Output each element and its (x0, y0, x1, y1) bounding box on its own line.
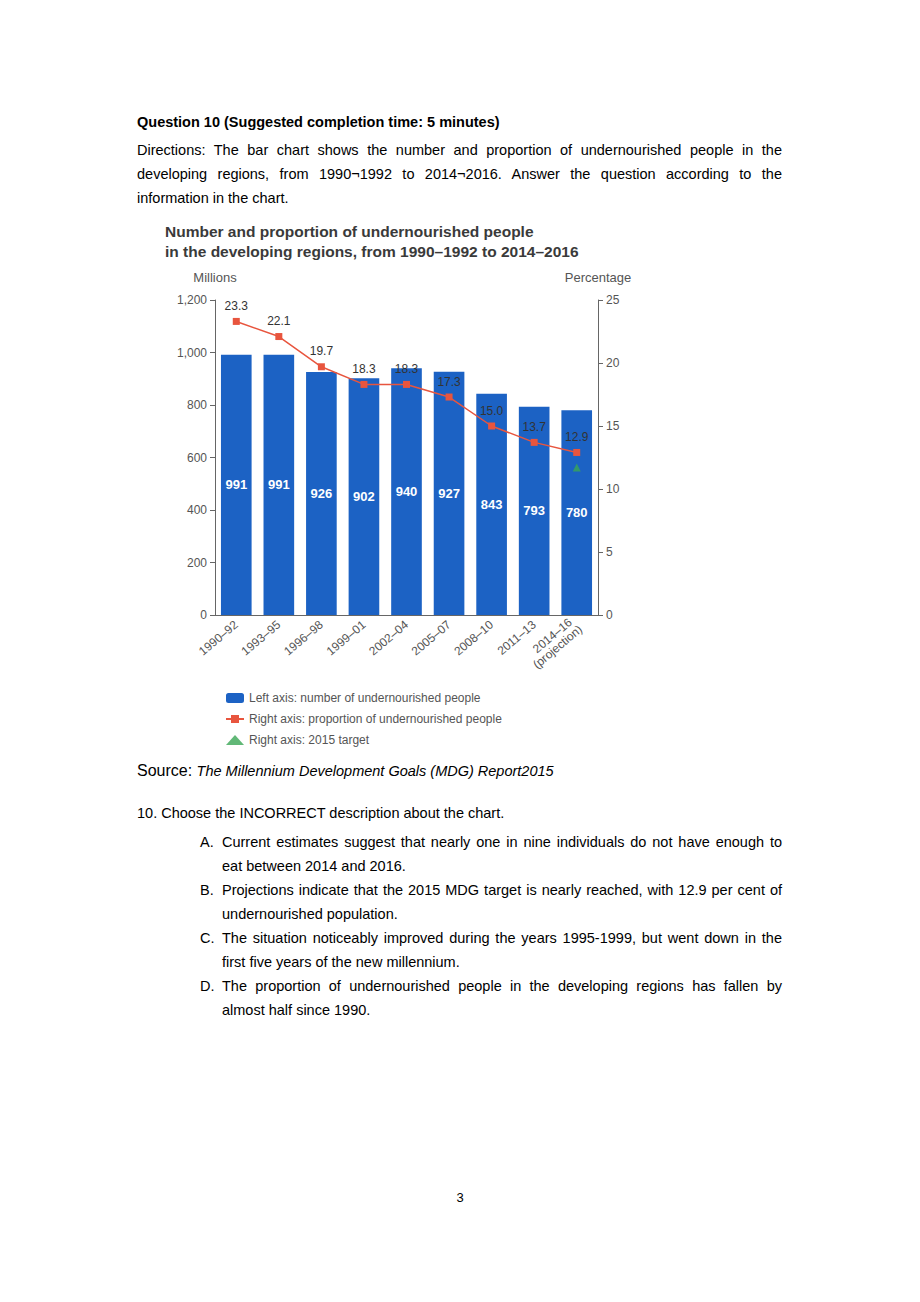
svg-text:1999–01: 1999–01 (324, 617, 369, 658)
svg-text:200: 200 (187, 556, 207, 570)
svg-text:1990–92: 1990–92 (196, 617, 241, 658)
svg-text:1,200: 1,200 (177, 293, 207, 307)
svg-text:Left axis: number of undernour: Left axis: number of undernourished peop… (249, 691, 481, 705)
svg-text:5: 5 (606, 545, 613, 559)
svg-text:15.0: 15.0 (480, 404, 504, 418)
svg-text:1,000: 1,000 (177, 346, 207, 360)
svg-text:Right axis: 2015 target: Right axis: 2015 target (249, 733, 370, 747)
html-text:Directions: The bar chart show: Directions: The bar chart shows the numb… (137, 142, 782, 206)
svg-text:0: 0 (606, 608, 613, 622)
svg-text:600: 600 (187, 451, 207, 465)
html-text:Projections indicate that the: Projections indicate that the 2015 MDG t… (222, 882, 782, 922)
svg-text:12.9: 12.9 (565, 430, 589, 444)
svg-text:400: 400 (187, 503, 207, 517)
svg-text:940: 940 (396, 484, 418, 499)
html-text:B.: B. (200, 882, 214, 898)
svg-text:926: 926 (311, 486, 333, 501)
svg-text:1996–98: 1996–98 (281, 617, 326, 658)
html-text:3: 3 (456, 1190, 464, 1205)
svg-text:18.3: 18.3 (352, 362, 376, 376)
svg-text:2002–04: 2002–04 (366, 617, 411, 658)
svg-text:793: 793 (523, 503, 545, 518)
svg-text:19.7: 19.7 (310, 344, 334, 358)
svg-text:17.3: 17.3 (437, 375, 461, 389)
html-text:A.: A. (200, 834, 214, 850)
svg-text:2005–07: 2005–07 (409, 617, 454, 658)
svg-text:Millions: Millions (193, 270, 237, 285)
html-text:Current estimates suggest that: Current estimates suggest that nearly on… (222, 834, 782, 874)
svg-text:20: 20 (606, 356, 620, 370)
svg-text:Percentage: Percentage (565, 270, 632, 285)
html-text:C.: C. (200, 930, 215, 946)
svg-text:800: 800 (187, 398, 207, 412)
html-text:10. Choose the INCORRECT descr: 10. Choose the INCORRECT description abo… (137, 805, 505, 821)
svg-text:18.3: 18.3 (395, 362, 419, 376)
svg-text:13.7: 13.7 (522, 420, 546, 434)
html-text:Source: The Millennium Develop: Source: The Millennium Development Goals… (137, 762, 554, 779)
svg-text:23.3: 23.3 (225, 299, 249, 313)
svg-text:Number and proportion of under: Number and proportion of undernourished … (165, 223, 534, 240)
svg-text:780: 780 (566, 505, 588, 520)
svg-text:2011–13: 2011–13 (495, 617, 539, 657)
svg-text:25: 25 (606, 293, 620, 307)
svg-text:991: 991 (268, 477, 290, 492)
svg-text:Right axis: proportion of unde: Right axis: proportion of undernourished… (249, 712, 502, 726)
svg-text:991: 991 (225, 477, 247, 492)
html-text:D.: D. (200, 978, 215, 994)
svg-text:927: 927 (438, 486, 460, 501)
svg-text:843: 843 (481, 497, 503, 512)
svg-text:in the developing regions, fro: in the developing regions, from 1990–199… (165, 243, 579, 260)
svg-text:22.1: 22.1 (267, 314, 291, 328)
svg-text:1993–95: 1993–95 (239, 617, 284, 658)
svg-text:2014–16: 2014–16 (530, 613, 578, 656)
svg-text:2008–10: 2008–10 (451, 617, 496, 658)
svg-text:(projection): (projection) (530, 622, 585, 671)
html-text:Question 10 (Suggested complet: Question 10 (Suggested completion time: … (137, 114, 500, 130)
html-text:The proportion of undernourish: The proportion of undernourished people … (222, 978, 782, 1018)
svg-text:0: 0 (200, 608, 207, 622)
svg-text:10: 10 (606, 482, 620, 496)
html-text:The situation noticeably impro: The situation noticeably improved during… (222, 930, 782, 970)
svg-text:902: 902 (353, 489, 375, 504)
svg-text:15: 15 (606, 419, 620, 433)
